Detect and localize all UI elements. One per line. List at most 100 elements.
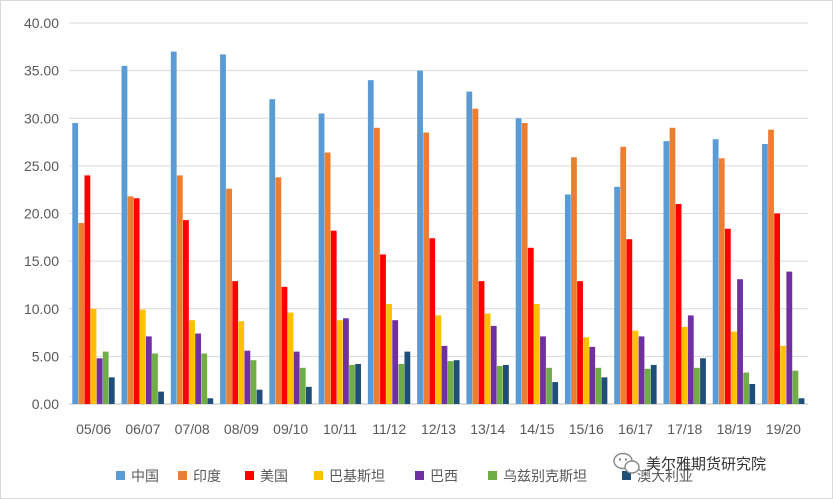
bar xyxy=(663,141,670,405)
bar xyxy=(392,320,399,404)
bar xyxy=(478,281,485,404)
bar xyxy=(423,132,430,404)
bar xyxy=(638,336,645,404)
bar xyxy=(693,367,700,404)
legend-label: 乌兹别克斯坦 xyxy=(503,469,587,485)
bar xyxy=(780,345,787,404)
bar xyxy=(700,358,706,404)
bar xyxy=(404,351,411,404)
bar xyxy=(158,391,164,404)
bar xyxy=(102,351,109,404)
bar xyxy=(201,353,208,404)
legend-label: 巴西 xyxy=(430,469,458,485)
x-tick-label: 08/09 xyxy=(224,421,259,437)
bar xyxy=(238,321,245,404)
bar xyxy=(250,360,257,404)
bar xyxy=(96,358,103,404)
bar xyxy=(552,382,559,404)
bar xyxy=(626,239,633,404)
bar xyxy=(84,175,91,404)
bar xyxy=(620,146,627,404)
bar xyxy=(681,326,688,404)
bar xyxy=(183,220,189,404)
bar xyxy=(269,99,276,404)
legend-swatch xyxy=(314,471,323,480)
bar xyxy=(453,360,460,404)
x-tick-label: 11/12 xyxy=(372,421,406,437)
bar xyxy=(564,194,571,404)
x-tick-label: 05/06 xyxy=(76,421,111,437)
y-tick-label: 0.00 xyxy=(32,396,59,412)
bar xyxy=(515,118,522,404)
bar xyxy=(429,238,436,404)
bar xyxy=(226,188,232,404)
y-tick-label: 30.00 xyxy=(24,110,59,126)
x-tick-label: 06/07 xyxy=(125,421,160,437)
y-tick-label: 10.00 xyxy=(24,301,59,317)
bar xyxy=(589,346,596,404)
bar xyxy=(571,157,577,404)
bar xyxy=(792,370,799,404)
bar xyxy=(447,361,454,404)
bar xyxy=(774,213,781,404)
bar xyxy=(324,152,331,404)
bar xyxy=(417,70,423,404)
y-tick-label: 20.00 xyxy=(24,206,59,222)
bar xyxy=(737,279,743,404)
x-tick-label: 12/13 xyxy=(421,421,456,437)
y-tick-label: 5.00 xyxy=(32,348,59,364)
y-tick-label: 25.00 xyxy=(24,158,59,174)
x-tick-label: 16/17 xyxy=(618,421,653,437)
x-tick-label: 14/15 xyxy=(520,421,555,437)
bar xyxy=(343,318,349,404)
bar xyxy=(724,228,731,404)
bar xyxy=(244,350,251,404)
bar xyxy=(145,336,152,404)
bar xyxy=(287,312,294,404)
bar xyxy=(121,65,128,405)
bar xyxy=(355,363,362,404)
bar xyxy=(78,223,85,404)
bar xyxy=(762,143,768,404)
watermark-text: 美尔雅期货研究院 xyxy=(646,455,766,473)
x-tick-label: 19/20 xyxy=(766,421,801,437)
bar xyxy=(798,398,805,404)
bar xyxy=(731,331,737,404)
watermark: 美尔雅期货研究院 xyxy=(613,452,766,474)
bar xyxy=(583,337,590,404)
bar xyxy=(72,123,79,404)
bar xyxy=(687,315,694,404)
bar xyxy=(441,345,448,404)
bar xyxy=(398,363,405,404)
bar xyxy=(108,377,115,404)
legend-label: 澳大利亚 xyxy=(637,469,693,485)
bar xyxy=(490,325,497,404)
bar xyxy=(669,127,676,405)
legend-swatch xyxy=(116,471,125,480)
y-tick-label: 15.00 xyxy=(24,253,59,269)
y-tick-label: 40.00 xyxy=(24,15,59,31)
bar xyxy=(614,186,621,404)
bar xyxy=(152,353,158,404)
legend-swatch xyxy=(488,471,497,480)
legend-label: 美国 xyxy=(260,469,288,485)
bar xyxy=(373,127,380,405)
bar xyxy=(540,336,546,404)
bar xyxy=(533,303,540,404)
legend-label: 印度 xyxy=(193,469,221,485)
legend-swatch xyxy=(622,471,631,480)
bar xyxy=(675,203,682,404)
bar xyxy=(577,281,583,404)
bar xyxy=(650,364,657,404)
x-tick-label: 07/08 xyxy=(175,421,210,437)
bar xyxy=(330,230,337,404)
bar xyxy=(195,333,202,404)
bar xyxy=(176,175,183,404)
bar xyxy=(595,367,602,404)
bar xyxy=(435,315,442,404)
bar xyxy=(281,286,288,404)
y-tick-label: 35.00 xyxy=(24,63,59,79)
bar xyxy=(380,254,386,404)
x-tick-label: 09/10 xyxy=(273,421,308,437)
